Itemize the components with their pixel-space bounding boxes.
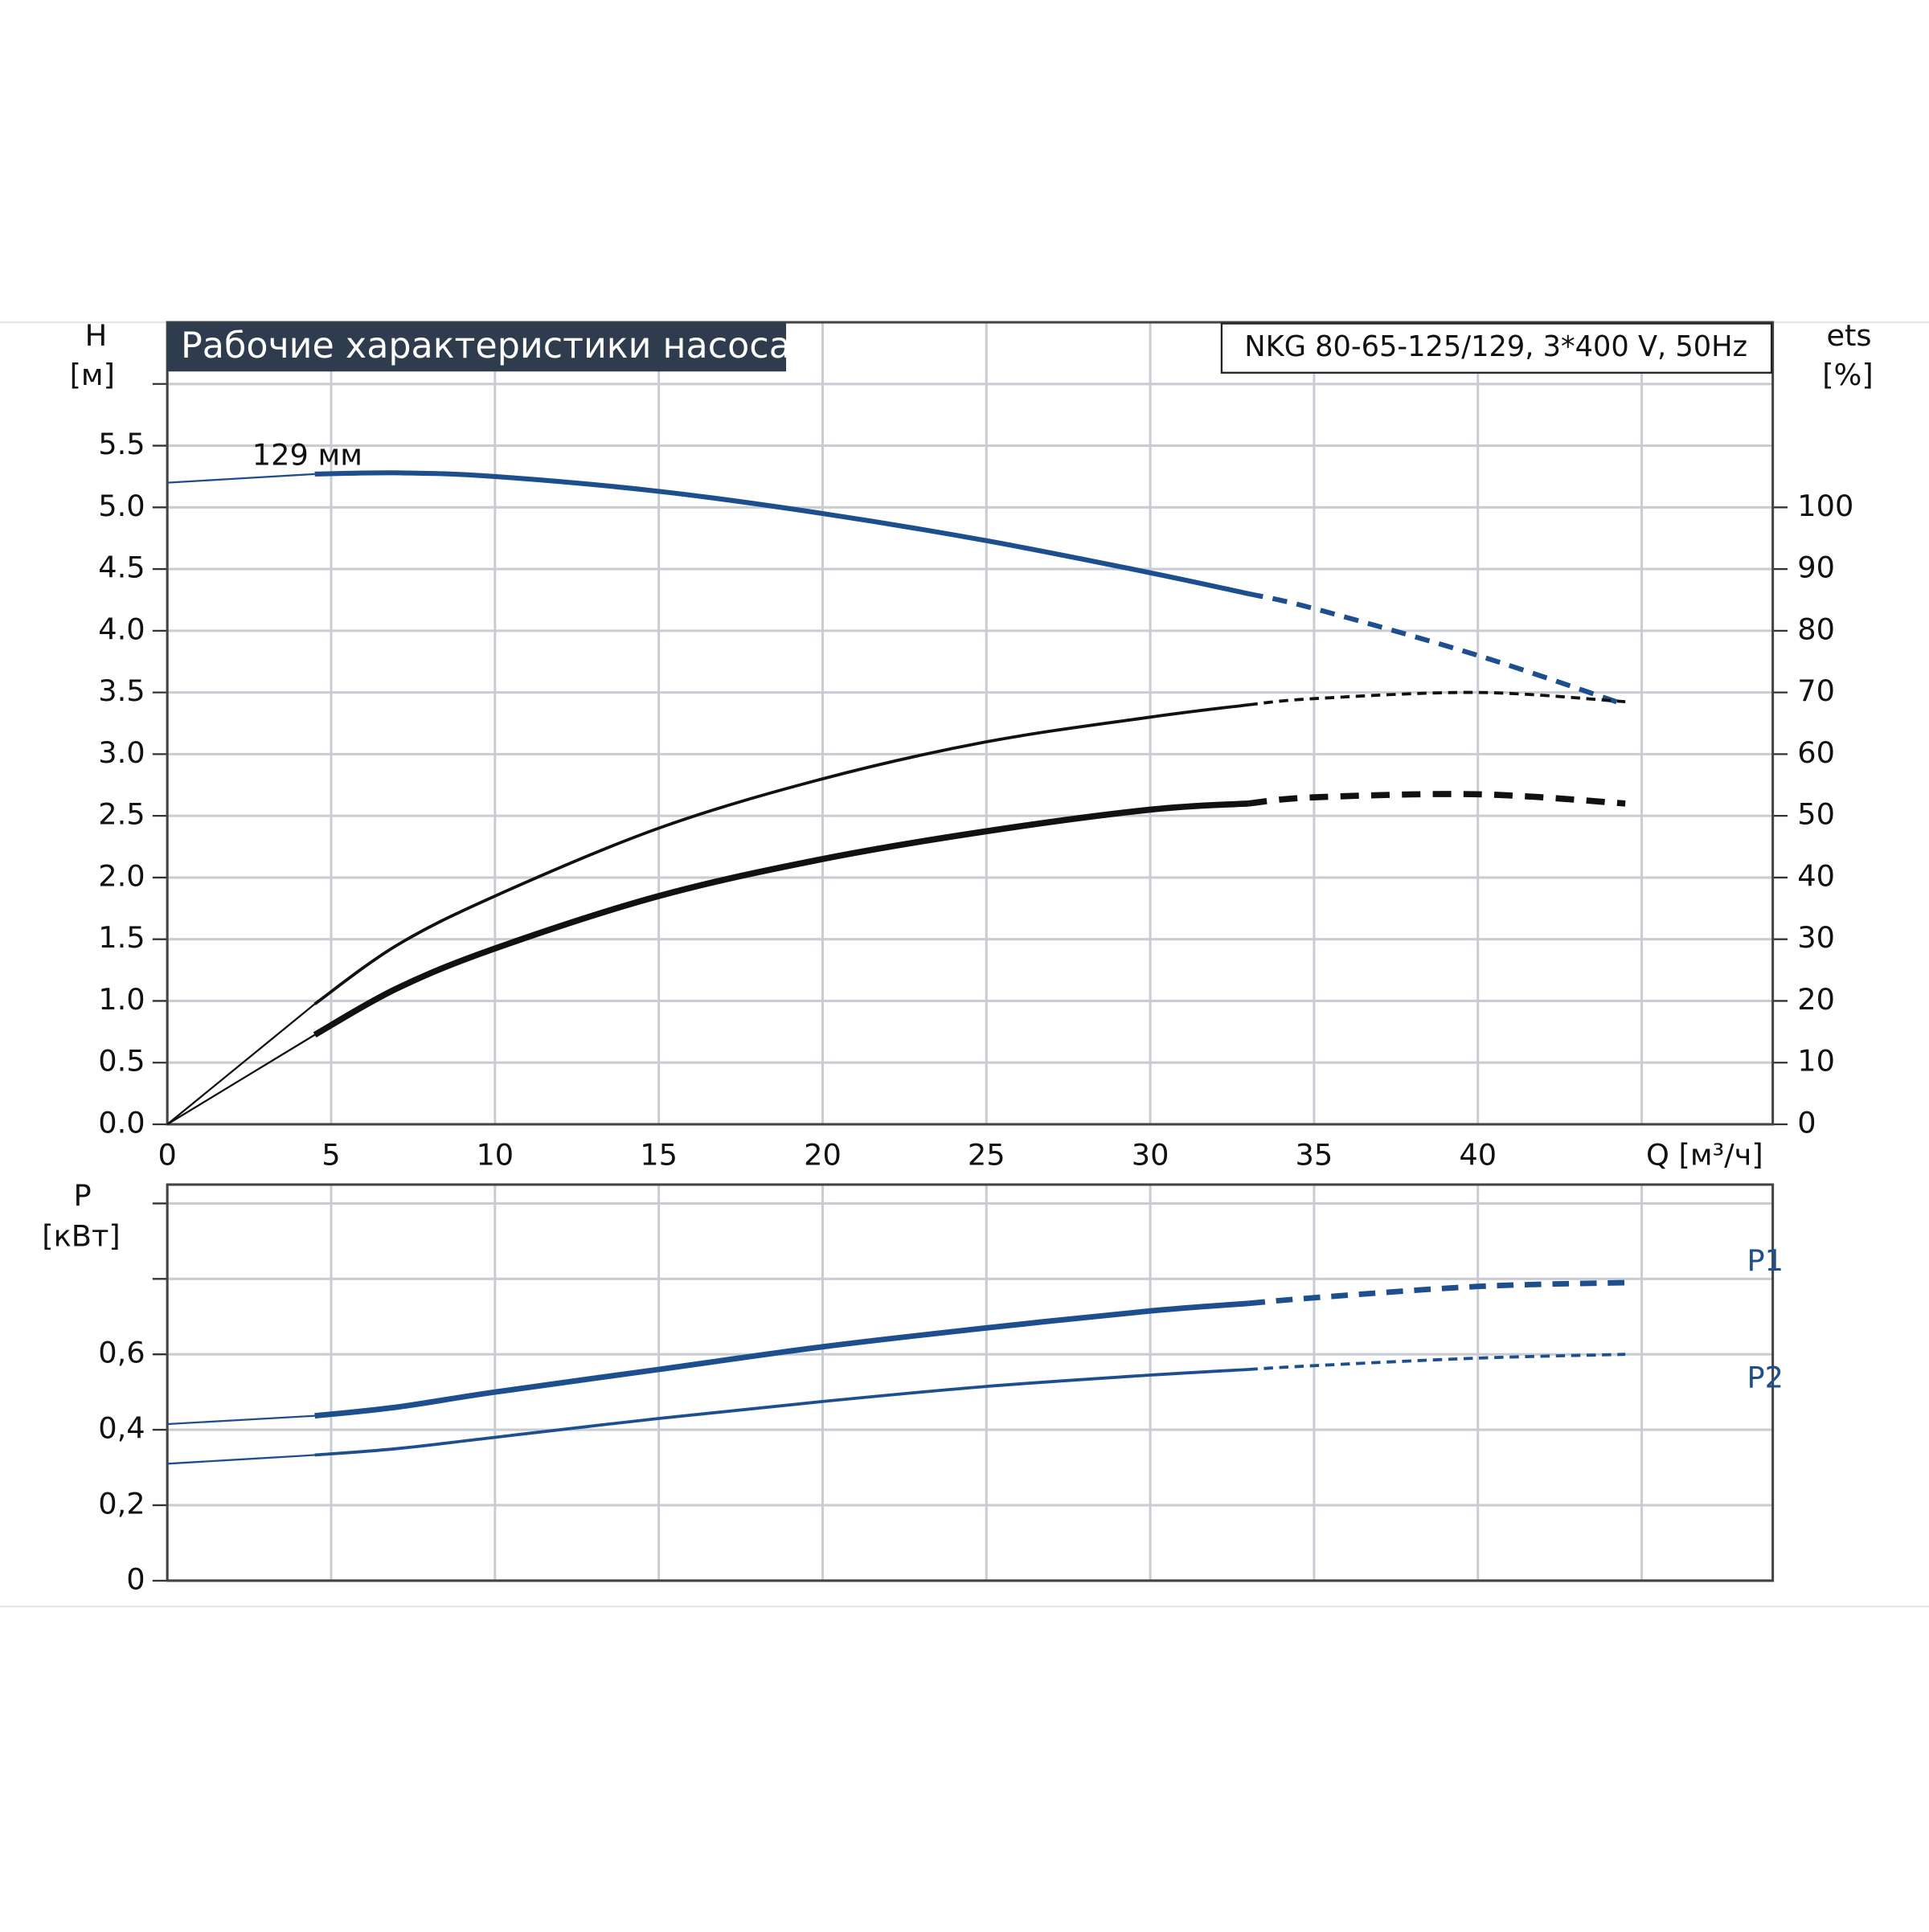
series-line-dashed — [1248, 791, 1626, 807]
y-tick-label: 1.5 — [98, 920, 145, 955]
model-box — [1220, 322, 1773, 374]
y-tick-label: 3.5 — [98, 673, 145, 708]
y2-tick-label: 40 — [1797, 858, 1835, 893]
series-label: P1 — [1747, 1243, 1784, 1278]
series-line-start — [166, 1034, 316, 1125]
x-tick-label: 35 — [1296, 1137, 1333, 1172]
y-tick-label: 4.5 — [98, 551, 145, 585]
y-tick-label: 2.5 — [98, 797, 145, 832]
chart-subtitle: NKG 80-65-125/129, 3*400 V, 50Hz — [1244, 330, 1747, 363]
y2-tick-label: 70 — [1797, 673, 1835, 708]
y2-tick-label: 0 — [1797, 1105, 1816, 1140]
series-label: P2 — [1747, 1360, 1784, 1394]
y2-tick-label: 20 — [1797, 982, 1835, 1017]
x-tick-label: 15 — [640, 1137, 678, 1172]
x-tick-label: 20 — [804, 1137, 842, 1172]
x-tick-label: 30 — [1132, 1137, 1169, 1172]
series-line-dashed — [1248, 1353, 1626, 1371]
y2-tick-label: 30 — [1797, 920, 1835, 955]
x-axis-label: Q [м³/ч] — [1646, 1137, 1763, 1172]
x-tick-label: 40 — [1459, 1137, 1497, 1172]
y2-tick-label: 10 — [1797, 1044, 1835, 1079]
plot-frame — [166, 1183, 1775, 1582]
y-tick-label: 2.0 — [98, 858, 145, 893]
y-axis-label: P — [73, 1178, 91, 1213]
marks — [166, 470, 1627, 1465]
y-tick-label: 0,2 — [98, 1486, 145, 1521]
series-label: 129 мм — [252, 437, 362, 472]
series-line-start — [166, 1003, 316, 1125]
series-line-dashed — [1247, 591, 1627, 707]
y2-axis-label: ets — [1826, 318, 1871, 353]
y2-tick-label: 80 — [1797, 612, 1835, 646]
y-tick-label: 1.0 — [98, 982, 145, 1017]
series-line-start — [167, 1414, 315, 1426]
x-tick-label: 25 — [968, 1137, 1005, 1172]
title-box — [167, 322, 787, 372]
series-line — [314, 1368, 1249, 1457]
x-tick-label: 0 — [158, 1137, 176, 1172]
x-tick-label: 5 — [322, 1137, 340, 1172]
grid: 0 5 10 15 20 25 30 35 40 0.0 0.5 1.0 1.5 2.0 2.5 3.0 3.5… — [98, 321, 1853, 1596]
plot-frame — [166, 321, 1775, 1126]
y2-tick-label: 100 — [1797, 489, 1853, 523]
y2-tick-label: 60 — [1797, 735, 1835, 770]
y-axis-label: H — [85, 318, 108, 353]
x-tick-label: 10 — [476, 1137, 514, 1172]
y-tick-label: 3.0 — [98, 735, 145, 770]
y2-axis-unit: [%] — [1822, 358, 1874, 392]
series-line-start — [167, 1454, 315, 1465]
y-axis-unit: [м] — [70, 358, 115, 392]
series-line — [314, 470, 1250, 596]
series-line-dashed — [1248, 1279, 1626, 1307]
y-tick-label: 4.0 — [98, 612, 145, 646]
chart-title: Рабочие характеристики насоса — [181, 325, 791, 366]
y-tick-label: 0,6 — [98, 1336, 145, 1370]
y2-tick-label: 50 — [1797, 797, 1835, 832]
y-tick-label: 0,4 — [98, 1411, 145, 1446]
series-line-dashed — [1248, 690, 1626, 706]
series-line — [313, 800, 1249, 1038]
y-axis-unit: [кВт] — [42, 1218, 120, 1253]
y2-tick-label: 90 — [1797, 551, 1835, 585]
y-tick-label: 0 — [126, 1562, 145, 1596]
y-tick-label: 5.0 — [98, 489, 145, 523]
y-tick-label: 0.0 — [98, 1105, 145, 1140]
series-line-start — [167, 473, 315, 484]
y-tick-label: 5.5 — [98, 427, 145, 461]
series-line — [313, 703, 1249, 1005]
y-tick-label: 0.5 — [98, 1044, 145, 1079]
series-line — [314, 1300, 1249, 1419]
